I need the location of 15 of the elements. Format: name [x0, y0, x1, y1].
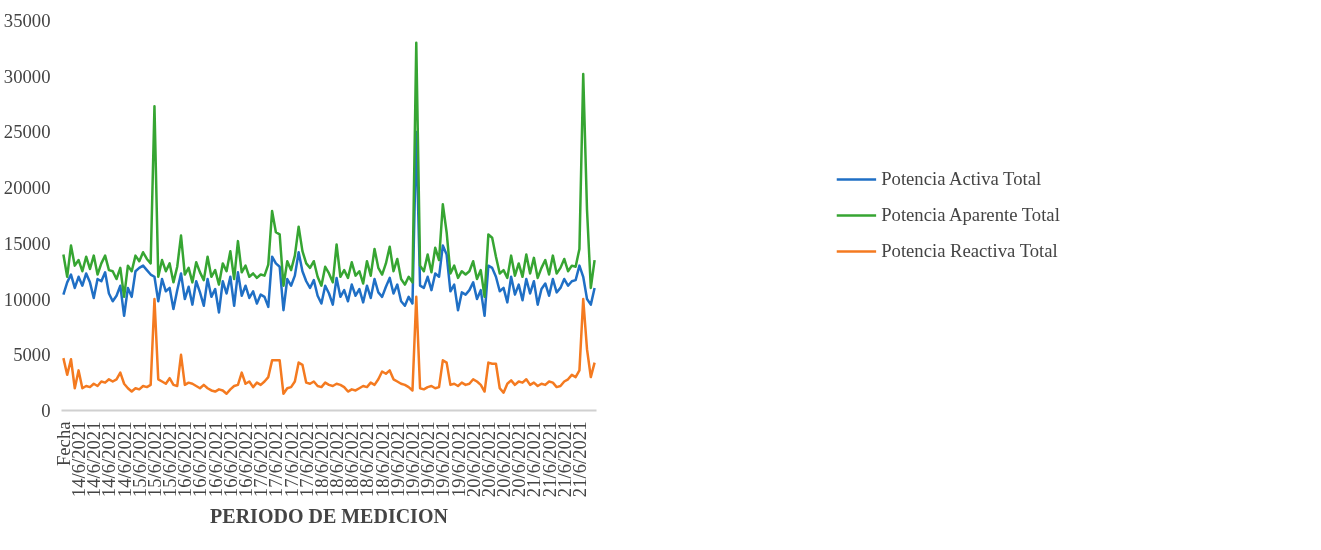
line-series	[62, 295, 596, 396]
legend-label: Potencia Aparente Total	[881, 204, 1060, 226]
legend-label: Potencia Activa Total	[881, 168, 1042, 190]
x-axis-title: PERIODO DE MEDICION	[210, 505, 449, 528]
y-tick-label: 5000	[13, 344, 51, 366]
line-series	[62, 130, 596, 318]
y-tick-label: 0	[41, 400, 51, 421]
y-tick-label: 25000	[3, 121, 51, 143]
y-tick-label: 20000	[3, 177, 51, 199]
y-tick-label: 30000	[3, 65, 51, 87]
line-series	[62, 41, 596, 299]
y-tick-label: 15000	[3, 232, 51, 254]
y-tick-label: 10000	[3, 288, 51, 310]
legend-label: Potencia Reactiva Total	[881, 240, 1058, 262]
y-tick-label: 35000	[3, 10, 51, 31]
